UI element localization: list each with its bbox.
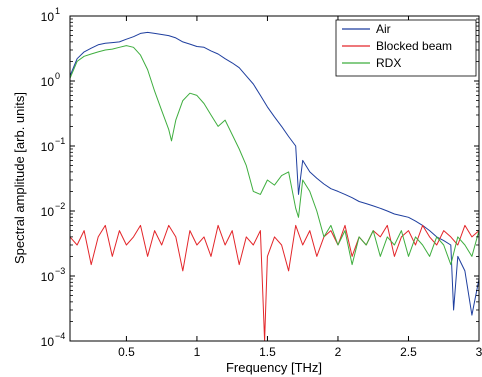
x-tick-label: 2.5 <box>400 345 417 359</box>
y-tick-label: 10 <box>41 75 55 89</box>
x-tick-label: 2 <box>335 345 342 359</box>
y-tick-exponent: 1 <box>55 6 60 16</box>
y-tick-label: 10 <box>41 270 55 284</box>
legend-label: Air <box>376 22 391 36</box>
x-tick-label: 3 <box>476 345 482 359</box>
plot-frame <box>69 15 480 342</box>
series-line-air <box>69 31 480 316</box>
y-tick-label: 10 <box>41 140 55 154</box>
x-tick-label: 0.5 <box>118 345 135 359</box>
y-tick-label: 10 <box>41 10 55 24</box>
x-ticks: 0.5 1 1.5 2 2.5 3 <box>118 16 482 359</box>
y-tick-exponent: −2 <box>55 201 65 211</box>
legend-label: RDX <box>376 56 401 70</box>
y-tick-exponent: −3 <box>55 266 65 276</box>
series-line-blocked-beam <box>69 224 480 342</box>
legend-label: Blocked beam <box>376 39 452 53</box>
y-tick-exponent: −4 <box>55 331 65 341</box>
y-tick-label: 10 <box>41 205 55 219</box>
y-tick-exponent: 0 <box>55 71 60 81</box>
x-tick-label: 1.5 <box>259 345 276 359</box>
y-axis-label: Spectral amplitude [arb. units] <box>12 92 27 264</box>
series-layer <box>69 31 480 342</box>
x-tick-label: 1 <box>194 345 201 359</box>
x-axis-label: Frequency [THz] <box>226 360 322 375</box>
y-tick-exponent: −1 <box>55 136 65 146</box>
series-line-rdx <box>69 45 480 266</box>
legend: Air Blocked beam RDX <box>335 19 477 77</box>
y-tick-label: 10 <box>41 335 55 349</box>
